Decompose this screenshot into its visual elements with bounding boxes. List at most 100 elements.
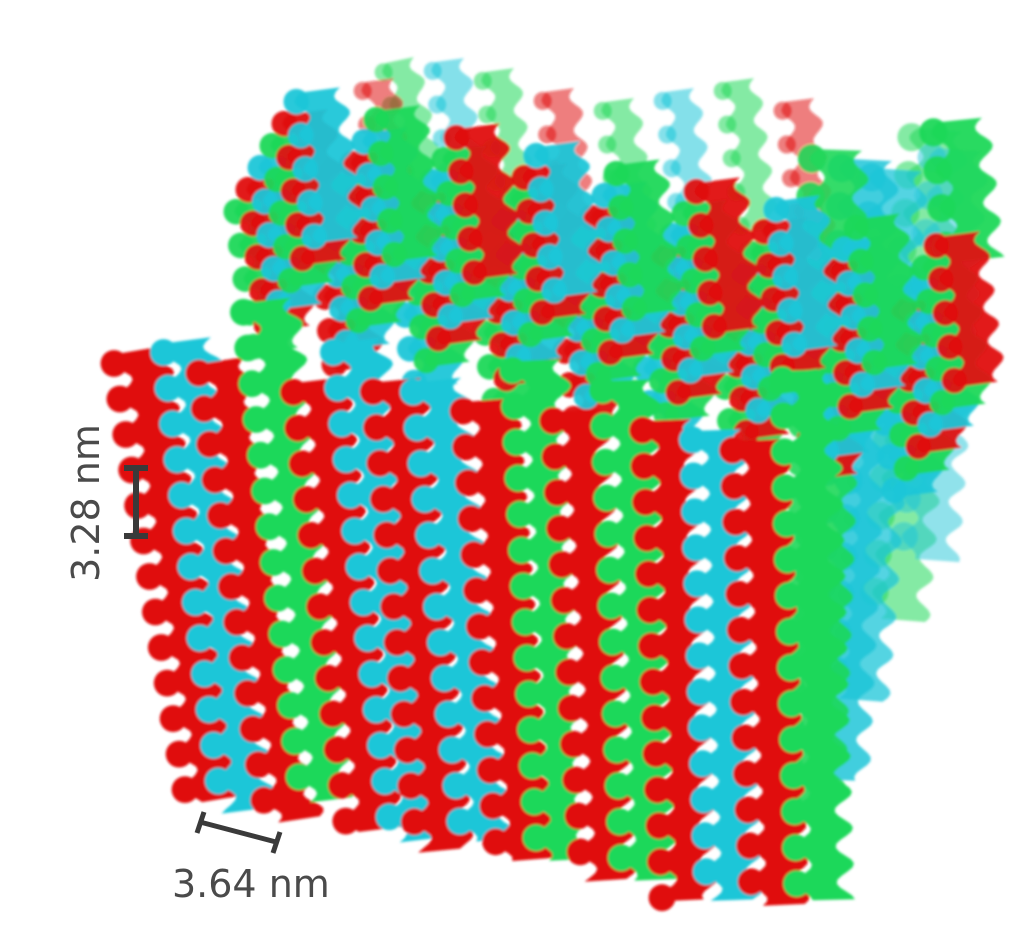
front-filament-8-turn [479, 792, 507, 820]
top-filament-4-5-turn [689, 335, 716, 362]
front-filament-12-turn [647, 848, 674, 876]
front-filament-4-turn [288, 450, 316, 478]
back-filament-7-turn [713, 81, 732, 100]
front-filament-4-turn [306, 593, 333, 621]
front-filament-8 [460, 398, 555, 861]
front-filament-5-turn [324, 374, 352, 402]
front-filament-14-turn [729, 688, 757, 716]
front-filament-15-turn [779, 726, 806, 753]
front-filament-7-turn [415, 521, 443, 549]
front-filament-7-turn [403, 414, 431, 442]
front-filament-1-turn [186, 624, 214, 652]
top-filament-1-6-turn [733, 419, 760, 446]
front-filament-1-turn [154, 374, 182, 402]
front-filament-13-turn [679, 426, 706, 454]
front-filament-7-turn [407, 450, 435, 477]
front-filament-8-turn [452, 433, 479, 461]
back-filament-8-turn [777, 135, 796, 154]
front-filament-11-turn [597, 592, 625, 620]
front-filament-5-turn [320, 338, 347, 366]
top-filament-5-0-turn [288, 122, 314, 149]
front-filament-0-turn [136, 563, 163, 590]
front-filament-11-turn [603, 736, 631, 764]
front-filament-2-turn [207, 502, 234, 529]
side-filament-5-turn [919, 118, 948, 147]
front-filament-12-turn [633, 524, 661, 552]
front-filament-2-turn [201, 466, 229, 494]
front-filament-15-turn [777, 654, 804, 682]
front-filament-4-turn [319, 700, 347, 728]
top-filament-5-5-turn [688, 212, 714, 239]
side-filament-4-turn [797, 144, 827, 173]
top-filament-2-5-turn [665, 379, 692, 406]
front-filament-14-turn [722, 508, 749, 536]
front-filament-15-turn [778, 690, 805, 718]
front-filament-9-turn [520, 788, 548, 816]
top-filament-3-1-turn [357, 285, 384, 312]
back-filament-2-turn [473, 71, 492, 90]
top-filament-5-5-turn [697, 280, 723, 306]
front-filament-14-turn [737, 868, 765, 896]
top-filament-3-7-turn [837, 393, 864, 420]
front-filament-11-turn [607, 844, 635, 872]
front-filament-8-turn [460, 541, 488, 569]
top-filament-5-2-turn [448, 158, 474, 185]
top-filament-5-6-turn [772, 264, 799, 290]
top-filament-5-3-turn [532, 210, 559, 236]
back-filament-5-turn [598, 135, 617, 154]
top-filament-5-2-turn [452, 192, 479, 218]
back-filament-7-turn [718, 115, 737, 134]
top-filament-2-6-turn [745, 397, 772, 424]
front-filament-6-turn [376, 557, 404, 585]
helical-filament-lattice [100, 57, 1005, 912]
top-filament-4-0-turn [289, 245, 316, 272]
front-filament-2-turn [185, 359, 213, 387]
front-filament-7-turn [423, 593, 450, 621]
front-filament-14-turn [720, 472, 748, 500]
top-filament-5-4-turn [608, 194, 634, 221]
top-filament-3-4-turn [597, 339, 624, 366]
front-filament-9-turn [517, 716, 544, 744]
front-filament-5-turn [341, 517, 369, 545]
front-filament-15-turn [776, 618, 803, 646]
front-filament-13-turn [685, 642, 713, 670]
front-filament-7-turn [419, 557, 447, 585]
front-filament-2-turn [223, 608, 251, 636]
front-filament-3-turn [285, 763, 313, 791]
front-filament-10-turn [564, 802, 592, 830]
back-filament-2-turn [478, 105, 497, 124]
front-filament-12-turn [635, 560, 662, 588]
front-filament-12-turn [632, 488, 659, 516]
front-filament-11-turn [592, 448, 619, 476]
top-filament-2-2-turn [425, 325, 452, 352]
front-filament-6-turn [387, 664, 414, 692]
front-filament-5-turn [337, 481, 364, 509]
front-filament-12-turn [629, 416, 656, 444]
front-filament-10-turn [555, 658, 583, 686]
top-filament-0-8-turn [881, 477, 908, 504]
front-filament-13-turn [689, 750, 717, 778]
back-filament-6-turn [653, 91, 672, 110]
front-filament-10-turn [560, 730, 587, 758]
front-filament-7-turn [438, 736, 466, 764]
front-filament-10-turn [546, 515, 573, 542]
front-filament-2-turn [217, 573, 245, 600]
front-filament-6-turn [383, 629, 411, 656]
front-filament-11-turn [593, 484, 621, 512]
front-filament-15-turn [782, 834, 809, 861]
top-filament-4-8-turn [929, 389, 956, 416]
front-filament-12-turn [644, 776, 671, 804]
back-filament-6-turn [662, 159, 681, 178]
front-filament-3-turn [277, 692, 304, 719]
front-filament-5-turn [362, 696, 390, 724]
front-filament-10-turn [548, 551, 576, 578]
front-filament-2-turn [196, 430, 224, 458]
front-filament-14-turn [728, 652, 756, 680]
front-filament-13-turn [690, 786, 718, 814]
front-filament-1-turn [191, 660, 218, 688]
top-filament-5-7-turn [861, 349, 888, 376]
front-filament-9-turn [511, 608, 539, 636]
front-filament-14-turn [731, 724, 759, 752]
front-filament-11-turn [604, 772, 632, 800]
front-filament-4-turn [301, 557, 329, 585]
